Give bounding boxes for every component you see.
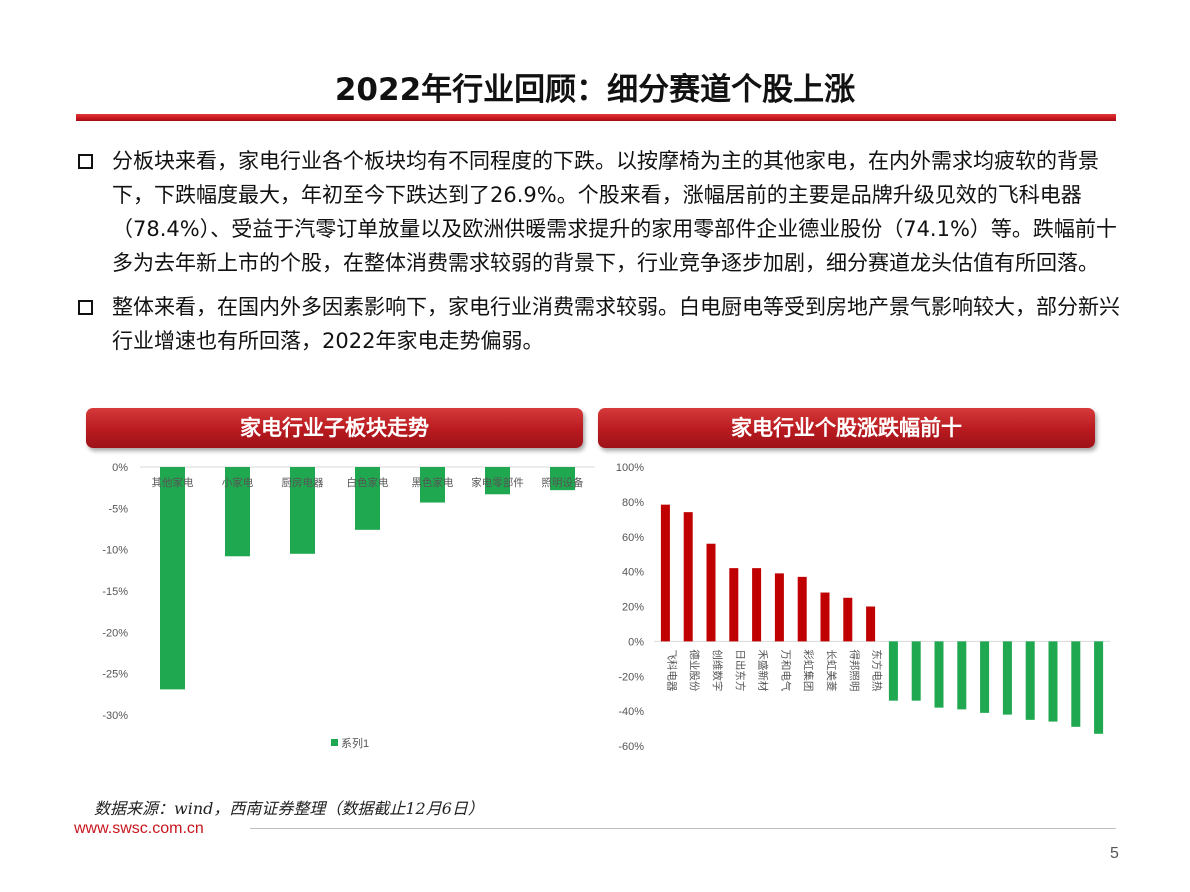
bar-6	[550, 467, 575, 491]
y-tick-label: 0%	[628, 636, 644, 648]
category-label: 东方电热	[871, 649, 884, 691]
bar-0	[160, 467, 185, 690]
y-tick-label: 80%	[622, 497, 644, 509]
footer-divider	[250, 828, 1116, 829]
stock-change-bar-chart: 100% 80% 60% 40% 20% 0% -20% -40% -60% 飞科电器 德业股份 创维…	[616, 462, 1110, 753]
bar-12	[934, 641, 944, 708]
bar-13	[957, 641, 967, 710]
y-tick-label: -20%	[102, 627, 128, 639]
legend-swatch	[331, 739, 338, 746]
bar-3	[355, 467, 380, 530]
bullet-item: 整体来看，在国内外多因素影响下，家电行业消费需求较弱。白电厨电等受到房地产景气影…	[74, 290, 1134, 358]
bar-19	[1094, 641, 1104, 734]
bar-3	[729, 568, 739, 642]
bar-0	[660, 504, 670, 642]
y-tick-label: 60%	[622, 532, 644, 544]
bar-18	[1071, 641, 1081, 727]
right-panel-header: 家电行业个股涨跌幅前十	[598, 408, 1095, 448]
category-label: 长虹美菱	[825, 649, 838, 691]
legend-label: 系列1	[341, 736, 369, 750]
category-label: 德业股份	[688, 649, 701, 691]
bar-17	[1048, 641, 1058, 722]
bar-10	[888, 641, 898, 701]
bullet-text: 分板块来看，家电行业各个板块均有不同程度的下跌。以按摩椅为主的其他家电，在内外需…	[112, 149, 1117, 275]
bar-6	[797, 576, 807, 642]
y-tick-label: -5%	[108, 503, 128, 515]
category-label: 黑色家电	[412, 476, 454, 489]
category-label: 日出东方	[734, 649, 747, 691]
y-tick-label: -15%	[102, 586, 128, 598]
source-note: 数据来源：wind，西南证券整理（数据截止12月6日）	[94, 799, 484, 818]
bar-4	[752, 568, 762, 642]
bar-15	[1002, 641, 1012, 715]
square-bullet-icon	[78, 300, 93, 315]
category-label: 彩虹集团	[802, 649, 815, 691]
bullet-text: 整体来看，在国内外多因素影响下，家电行业消费需求较弱。白电厨电等受到房地产景气影…	[112, 295, 1120, 353]
category-label: 万和电气	[779, 649, 792, 691]
bar-9	[866, 606, 876, 642]
bar-16	[1025, 641, 1035, 720]
category-label: 得邦照明	[848, 649, 861, 691]
bar-1	[683, 512, 693, 642]
y-tick-label: -40%	[618, 706, 644, 718]
category-label: 其他家电	[152, 476, 194, 489]
square-bullet-icon	[78, 154, 93, 169]
bar-1	[225, 467, 250, 557]
y-tick-label: -20%	[618, 671, 644, 683]
y-tick-label: -60%	[618, 741, 644, 753]
bar-2	[706, 543, 716, 642]
bullet-item: 分板块来看，家电行业各个板块均有不同程度的下跌。以按摩椅为主的其他家电，在内外需…	[74, 144, 1134, 280]
bar-14	[980, 641, 990, 713]
bar-7	[820, 592, 830, 642]
bar-5	[774, 573, 784, 642]
bar-2	[290, 467, 315, 554]
category-label: 禾盛新材	[757, 649, 770, 691]
bar-5	[485, 467, 510, 495]
y-tick-label: 20%	[622, 602, 644, 614]
category-label: 小家电	[222, 476, 254, 489]
y-tick-label: 0%	[112, 462, 128, 474]
bar-8	[843, 597, 853, 642]
bar-4	[420, 467, 445, 503]
page-title: 2022年行业回顾：细分赛道个股上涨	[334, 72, 856, 108]
page-number: 5	[1110, 845, 1119, 862]
y-tick-label: -25%	[102, 669, 128, 681]
bullet-list: 分板块来看，家电行业各个板块均有不同程度的下跌。以按摩椅为主的其他家电，在内外需…	[74, 144, 1134, 368]
category-label: 厨房电器	[282, 476, 324, 489]
sub-sector-bar-chart: 0% -5% -10% -15% -20% -25% -30% 其他家电 小家电 厨房电器 白色家电…	[102, 462, 595, 750]
y-tick-label: -30%	[102, 710, 128, 722]
category-label: 创维数字	[711, 649, 724, 691]
category-label: 白色家电	[347, 476, 389, 489]
title-underline	[76, 114, 1116, 121]
category-label: 照明设备	[542, 476, 584, 489]
y-tick-label: 40%	[622, 567, 644, 579]
bar-11	[911, 641, 921, 701]
website-link[interactable]: www.swsc.com.cn	[74, 820, 204, 837]
y-tick-label: -10%	[102, 545, 128, 557]
left-panel-header: 家电行业子板块走势	[86, 408, 583, 448]
category-label: 家电零部件	[471, 476, 524, 489]
y-tick-label: 100%	[616, 462, 644, 474]
category-label: 飞科电器	[665, 649, 678, 691]
